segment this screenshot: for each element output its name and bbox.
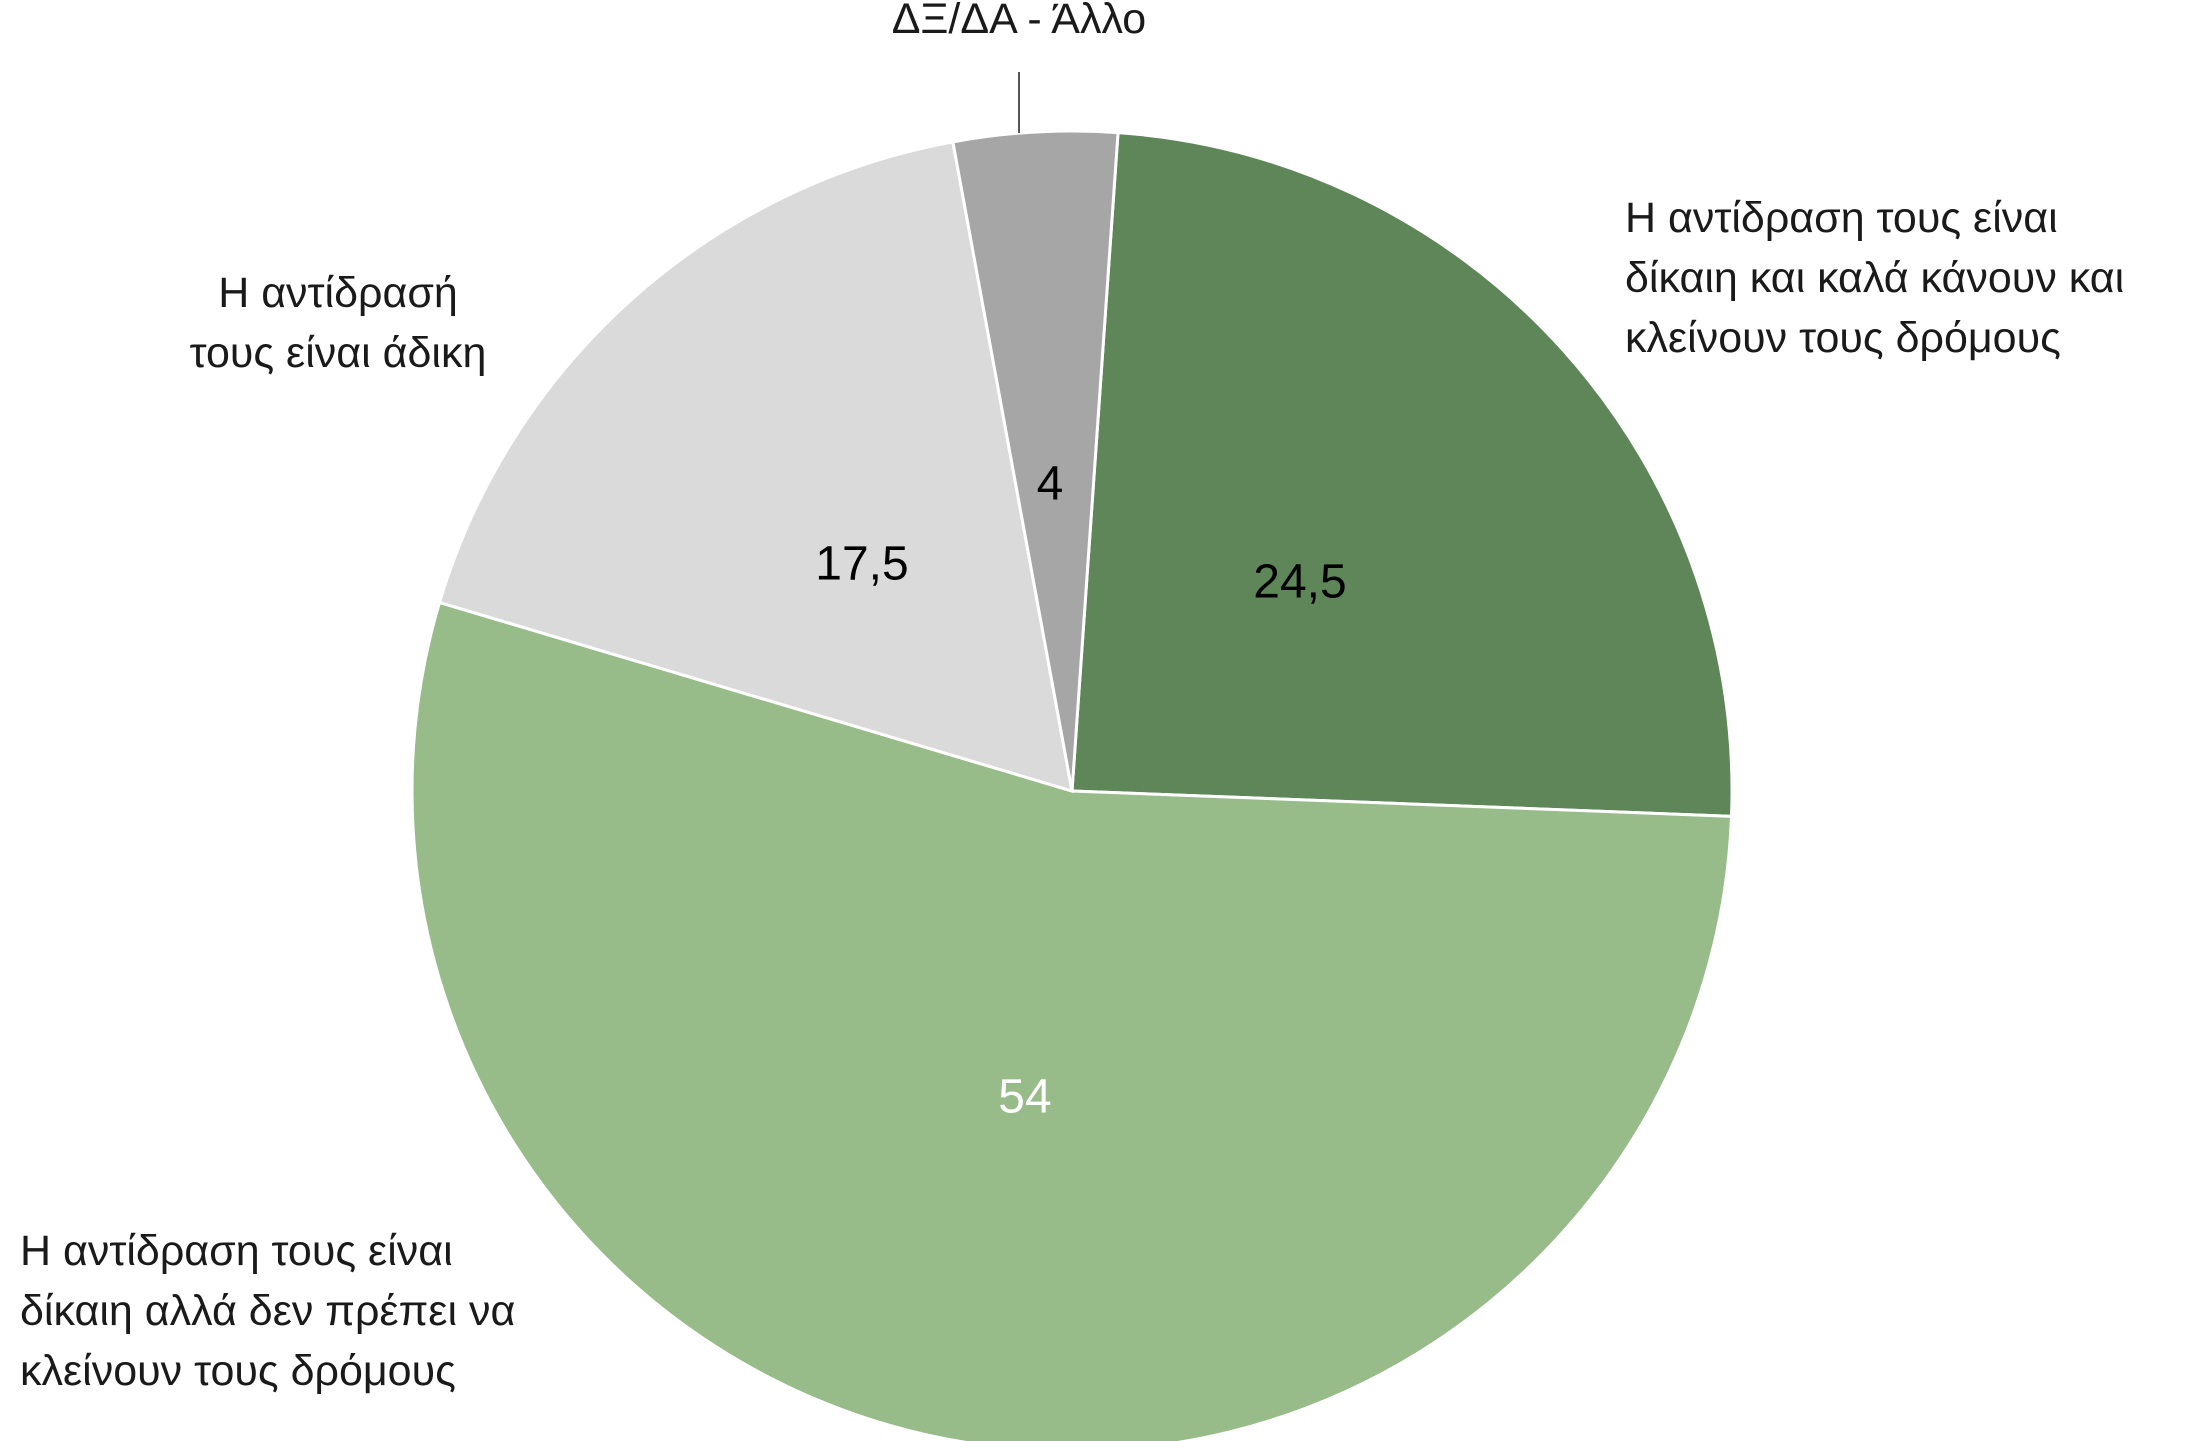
value-label-other: 4 [1037, 458, 1064, 511]
category-label-line: Η αντίδρασή [218, 269, 458, 317]
category-label-line: Η αντίδραση τους είναι [1625, 194, 2058, 242]
category-label-line: ΔΞ/ΔΑ - Άλλο [892, 0, 1146, 43]
category-label-line: κλείνουν τους δρόμους [1625, 314, 2061, 362]
value-label-just-but-not-close-roads: 54 [998, 1071, 1051, 1124]
pie-category-labels: Η αντίδραση τους είναι δίκαιη και καλά κά… [20, 0, 2124, 1395]
pie-slice-unjust [437, 140, 1074, 794]
category-label-line: Η αντίδραση τους είναι [20, 1227, 453, 1275]
category-label-line: δίκαιη και καλά κάνουν και [1625, 254, 2124, 302]
value-label-just-and-close-roads: 24,5 [1253, 556, 1346, 609]
category-label-line: τους είναι άδικη [190, 329, 487, 377]
pie-slice-just-but-not-close-roads [410, 600, 1734, 1441]
category-label-other: ΔΞ/ΔΑ - Άλλο [892, 0, 1146, 43]
pie-slice-other [951, 129, 1120, 792]
category-label-line: δίκαιη αλλά δεν πρέπει να [20, 1287, 515, 1335]
category-label-line: κλείνουν τους δρόμους [20, 1347, 456, 1395]
category-label-unjust: Η αντίδρασή τους είναι άδικη [190, 269, 487, 377]
pie-slice-just-and-close-roads [1070, 131, 1734, 818]
pie-slices [410, 129, 1734, 1441]
category-label-just-but-not-close-roads: Η αντίδραση τους είναι δίκαιη αλλά δεν πρ… [20, 1227, 515, 1395]
value-label-unjust: 17,5 [815, 538, 908, 591]
pie-value-labels: 24,5 54 17,5 4 [815, 458, 1346, 1124]
category-label-just-and-close-roads: Η αντίδραση τους είναι δίκαιη και καλά κά… [1625, 194, 2124, 362]
